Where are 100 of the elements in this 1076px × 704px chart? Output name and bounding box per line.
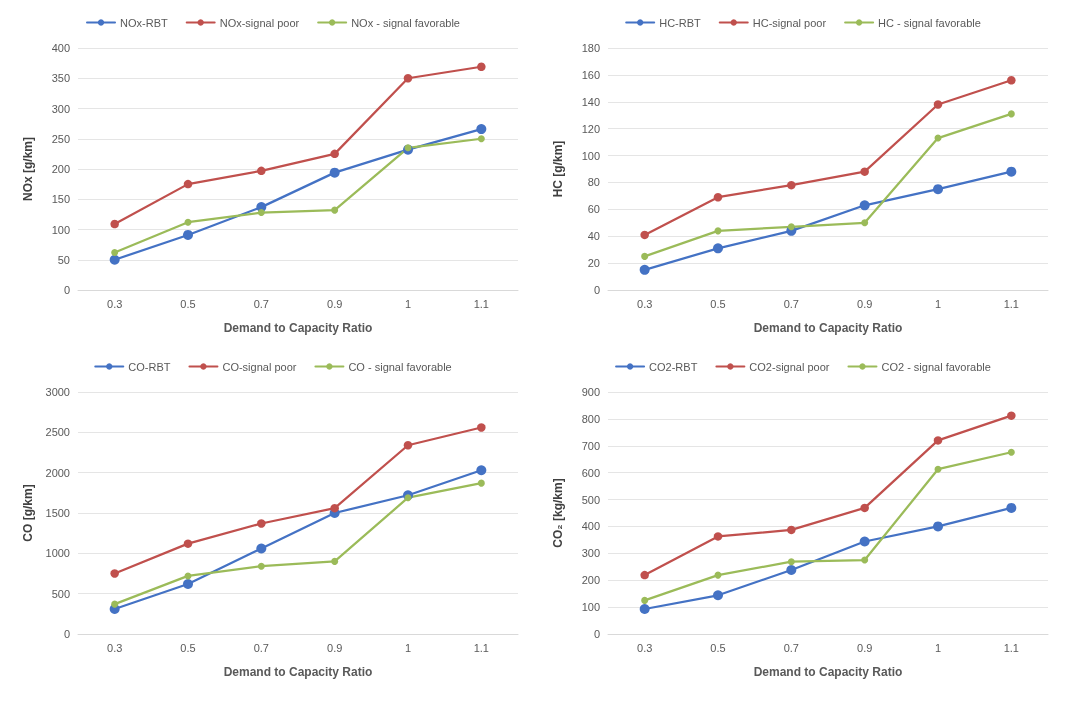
point <box>111 248 119 256</box>
point <box>329 167 340 178</box>
point <box>641 252 649 260</box>
x-tick-label: 1 <box>404 297 412 310</box>
point <box>257 166 266 176</box>
point <box>787 558 795 566</box>
point <box>787 180 796 190</box>
y-tick-label: 100 <box>581 601 600 614</box>
x-axis-title: Demand to Capacity Ratio <box>753 665 903 679</box>
legend-label: HC - signal favorable <box>878 16 981 29</box>
x-tick-label: 0.5 <box>180 641 196 654</box>
x-tick-label: 1 <box>934 641 942 654</box>
point <box>861 219 869 227</box>
x-tick-label: 0.9 <box>327 641 343 654</box>
y-tick-label: 100 <box>581 149 600 162</box>
point <box>184 218 192 226</box>
point <box>1007 76 1016 85</box>
point <box>331 557 339 565</box>
point <box>639 604 650 614</box>
point <box>404 494 412 502</box>
y-axis-title: CO [g/km] <box>21 484 35 542</box>
y-tick-label: 2500 <box>45 426 70 439</box>
point <box>787 525 796 535</box>
y-tick-label: 1500 <box>45 507 70 519</box>
point <box>640 570 649 580</box>
x-tick-label: 0.9 <box>327 297 343 310</box>
y-tick-label: 500 <box>581 493 600 506</box>
x-tick-label: 1.1 <box>473 297 489 310</box>
point <box>787 223 795 231</box>
x-tick-label: 0.3 <box>107 297 123 310</box>
point <box>183 179 193 189</box>
x-tick-label: 0.7 <box>253 641 269 654</box>
y-tick-label: 200 <box>51 163 70 175</box>
point <box>861 556 869 564</box>
point <box>1006 502 1017 513</box>
y-tick-label: 60 <box>587 203 600 216</box>
point <box>713 532 723 541</box>
point <box>477 135 485 143</box>
point <box>257 519 266 528</box>
point <box>110 219 119 229</box>
point <box>859 536 870 547</box>
legend-label: CO2-RBT <box>649 360 698 373</box>
point <box>403 74 413 83</box>
point <box>403 440 413 450</box>
x-tick-label: 0.5 <box>180 297 196 310</box>
y-tick-label: 3000 <box>45 386 70 398</box>
point <box>257 209 265 217</box>
point <box>713 590 723 601</box>
point <box>477 423 486 432</box>
y-tick-label: 900 <box>581 386 600 398</box>
x-tick-label: 0.7 <box>253 297 269 310</box>
y-tick-label: 180 <box>581 42 600 54</box>
point <box>330 503 339 513</box>
y-tick-label: 500 <box>51 587 70 600</box>
point <box>860 167 869 176</box>
y-tick-label: 0 <box>593 284 600 296</box>
x-tick-label: 0.5 <box>710 641 726 654</box>
y-tick-label: 0 <box>63 284 70 296</box>
y-axis-title: HC [g/km] <box>551 140 565 198</box>
legend-label: HC-signal poor <box>752 16 827 29</box>
point <box>330 149 339 159</box>
y-tick-label: 140 <box>581 95 600 108</box>
x-tick-label: 0.5 <box>710 297 726 310</box>
x-axis-title: Demand to Capacity Ratio <box>223 665 373 679</box>
point <box>713 192 723 202</box>
x-tick-label: 1.1 <box>473 641 489 654</box>
y-axis-title: NOx [g/km] <box>21 136 35 202</box>
legend-label: CO2 - signal favorable <box>881 360 991 373</box>
point <box>641 596 649 604</box>
y-tick-label: 0 <box>593 628 600 640</box>
y-tick-label: 300 <box>581 547 600 560</box>
y-tick-label: 0 <box>63 628 70 640</box>
point <box>256 543 267 554</box>
x-tick-label: 0.3 <box>637 297 653 310</box>
legend-label: NOx - signal favorable <box>351 16 460 29</box>
point <box>1007 411 1016 420</box>
y-tick-label: 400 <box>51 42 70 54</box>
x-tick-label: 0.9 <box>857 641 873 654</box>
point <box>933 100 943 109</box>
point <box>933 184 943 195</box>
y-tick-label: 700 <box>581 439 600 452</box>
y-tick-label: 120 <box>581 122 600 135</box>
point <box>933 521 943 532</box>
x-tick-label: 0.3 <box>637 641 653 654</box>
legend-label: HC-RBT <box>659 16 702 29</box>
y-tick-label: 600 <box>581 466 600 479</box>
legend-label: CO - signal favorable <box>348 360 452 373</box>
y-tick-label: 1000 <box>45 547 70 560</box>
x-tick-label: 1.1 <box>1003 297 1019 310</box>
x-tick-label: 1.1 <box>1003 641 1019 654</box>
x-axis-title: Demand to Capacity Ratio <box>753 321 903 335</box>
x-tick-label: 0.7 <box>783 641 799 654</box>
point <box>640 230 649 240</box>
y-tick-label: 200 <box>581 574 600 587</box>
y-axis-title: CO₂ [kg/km] <box>551 478 565 548</box>
point <box>111 600 119 608</box>
point <box>1007 448 1015 456</box>
point <box>859 200 870 211</box>
legend-label: NOx-signal poor <box>219 16 300 29</box>
point <box>639 264 650 275</box>
